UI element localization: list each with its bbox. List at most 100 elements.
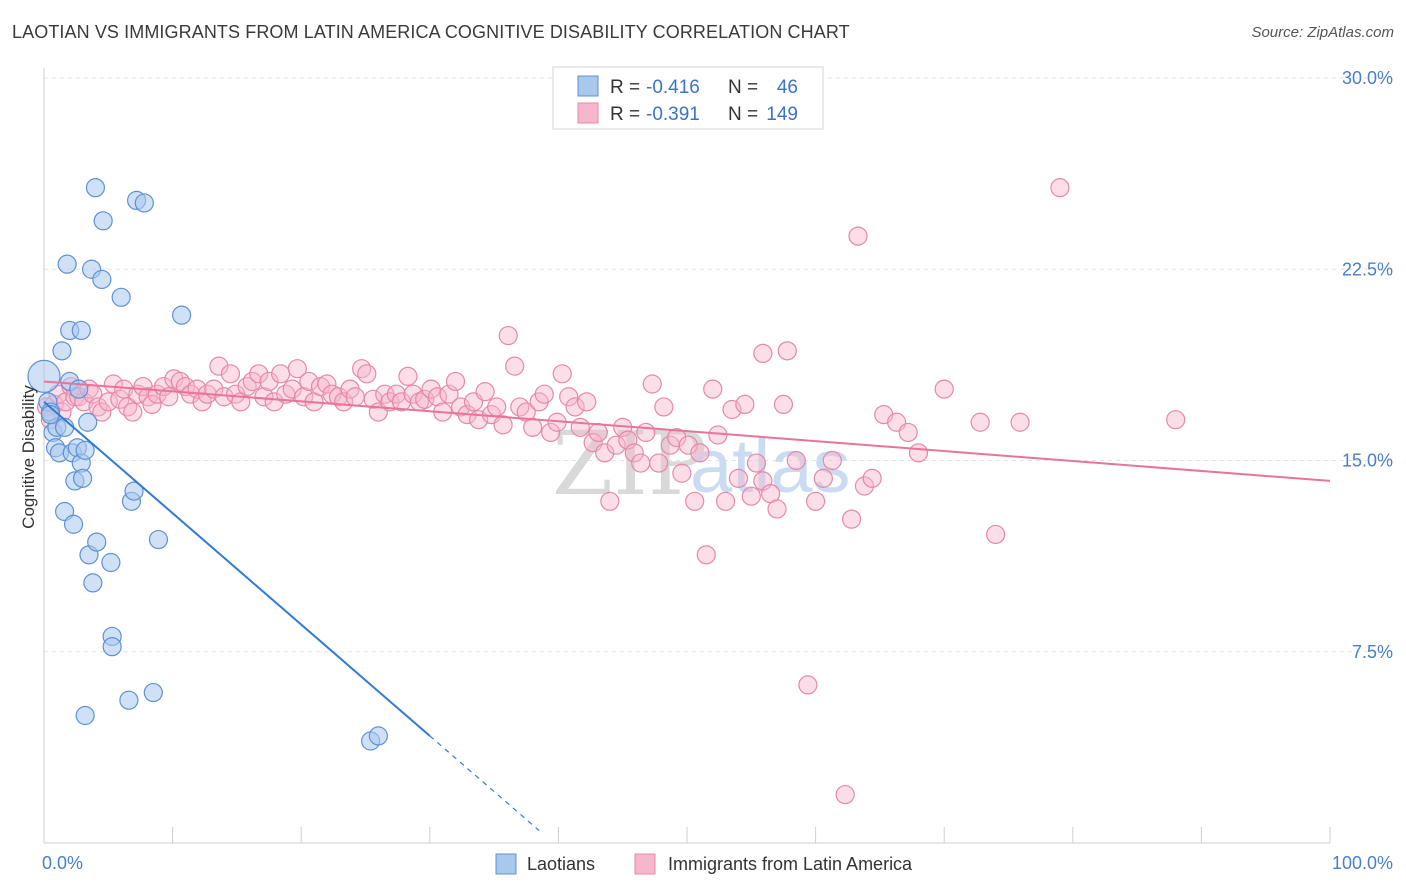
data-point-laotians [72, 468, 93, 488]
data-point-latin-america [264, 392, 284, 412]
data-point-latin-america [98, 392, 118, 412]
data-point-latin-america [862, 468, 882, 488]
data-point-latin-america [767, 499, 787, 519]
data-point-latin-america [254, 387, 274, 407]
data-point-latin-america [123, 402, 143, 422]
axes [43, 68, 1331, 844]
data-point-laotians [172, 305, 192, 325]
data-point-latin-america [773, 394, 794, 414]
data-point-latin-america [220, 364, 241, 384]
data-point-laotians [119, 690, 139, 710]
x-tick-label-max: 100.0% [1332, 853, 1393, 873]
data-point-latin-america [577, 392, 597, 412]
data-point-laotians [148, 529, 169, 550]
data-point-laotians [92, 269, 112, 290]
data-point-latin-america [142, 394, 162, 414]
data-point-latin-america [534, 384, 554, 404]
data-point-latin-america [813, 468, 833, 488]
data-point-latin-america [1010, 412, 1030, 432]
data-point-latin-america [552, 364, 572, 384]
y-axis-title: Cognitive Disability [19, 385, 38, 529]
data-point-latin-america [715, 491, 736, 511]
legend-n-value-1: 46 [777, 77, 798, 98]
data-point-latin-america [1166, 410, 1186, 430]
data-point-latin-america [570, 417, 590, 437]
trend-line-laotians-extension [429, 735, 540, 832]
data-point-latin-america [805, 491, 826, 511]
data-point-latin-america [510, 397, 530, 417]
data-point-laotians [101, 552, 121, 573]
data-point-latin-america [170, 371, 190, 392]
data-point-latin-america [678, 435, 698, 455]
data-point-latin-america [523, 417, 543, 437]
data-point-latin-america [451, 397, 471, 417]
data-point-latin-america [380, 392, 400, 412]
legend-r-value-1: -0.416 [646, 77, 700, 98]
data-point-latin-america [287, 359, 307, 379]
y-tick-label-3: 30.0% [1342, 68, 1393, 88]
data-point-latin-america [328, 387, 349, 407]
data-point-latin-america [595, 443, 615, 463]
data-point-laotians [124, 481, 144, 501]
data-point-latin-america [649, 453, 669, 473]
x-tick-label-min: 0.0% [42, 853, 83, 873]
data-point-latin-america [209, 356, 229, 376]
trend-line-latin-america [43, 380, 1331, 482]
data-point-laotians [78, 412, 98, 432]
data-point-latin-america [741, 486, 761, 506]
data-point-latin-america [259, 371, 279, 392]
data-point-latin-america [271, 364, 291, 384]
data-point-latin-america [565, 397, 585, 417]
data-point-laotians [102, 637, 122, 657]
data-point-latin-america [842, 509, 862, 529]
data-point-latin-america [317, 374, 337, 394]
trend-line-laotians [43, 401, 431, 737]
data-point-latin-america [642, 374, 662, 394]
y-tick-label-2: 22.5% [1342, 259, 1393, 279]
data-point-latin-america [786, 450, 806, 471]
data-point-latin-america [690, 443, 710, 463]
data-point-latin-america [908, 443, 929, 463]
data-point-latin-america [237, 376, 257, 397]
grid-lines [44, 77, 1393, 653]
bottom-legend-label-laotians: Laotians [527, 854, 595, 874]
data-point-latin-america [363, 389, 383, 409]
legend-swatch-latin-america [577, 102, 599, 124]
data-point-latin-america [835, 784, 855, 805]
data-point-latin-america [541, 422, 561, 443]
data-point-latin-america [117, 397, 138, 417]
data-point-latin-america [242, 371, 262, 392]
data-point-latin-america [421, 379, 441, 399]
data-point-laotians [75, 705, 95, 726]
data-point-laotians [85, 178, 106, 198]
data-point-laotians [63, 514, 84, 534]
data-point-latin-america [746, 453, 767, 473]
data-point-latin-america [445, 371, 466, 392]
data-point-latin-america [722, 399, 742, 420]
legend-r-label-2: R = [610, 104, 640, 125]
data-point-latin-america [92, 402, 112, 422]
data-point-latin-america [559, 387, 579, 407]
y-tick-label-0: 7.5% [1352, 642, 1393, 662]
series-laotians-points [27, 178, 388, 751]
data-point-latin-america [588, 422, 608, 443]
data-point-laotians [71, 320, 91, 341]
data-point-latin-america [735, 394, 755, 414]
bottom-legend: Laotians Immigrants from Latin America [495, 853, 913, 875]
legend-r-value-2: -0.391 [646, 104, 700, 125]
legend-n-label-2: N = [728, 104, 758, 125]
data-point-latin-america [848, 226, 868, 246]
data-point-latin-america [606, 435, 626, 455]
data-point-latin-america [654, 397, 674, 417]
data-point-latin-america [854, 476, 875, 496]
data-point-latin-america [357, 364, 377, 384]
data-point-latin-america [505, 356, 525, 376]
legend: R = -0.416 N = 46 R = -0.391 N = 149 [552, 66, 824, 130]
data-point-latin-america [798, 675, 818, 695]
legend-n-label-1: N = [728, 77, 758, 98]
data-point-latin-america [624, 443, 644, 463]
data-point-laotians [52, 341, 72, 361]
data-point-latin-america [898, 422, 918, 443]
legend-swatch-laotians [577, 75, 599, 97]
